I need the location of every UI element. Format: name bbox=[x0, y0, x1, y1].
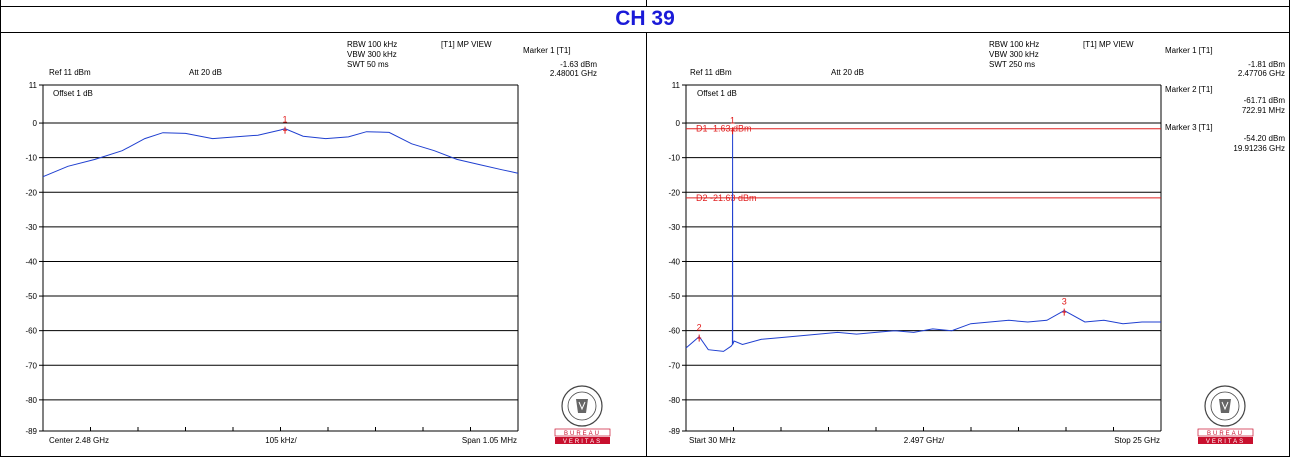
rbw-setting: RBW 100 kHz bbox=[347, 40, 397, 49]
attenuation: Att 20 dB bbox=[189, 68, 222, 77]
x-axis-start: Center 2.48 GHz bbox=[49, 436, 109, 445]
logo-line2: VERITAS bbox=[563, 439, 602, 445]
marker-2-label: 2 bbox=[697, 323, 702, 333]
x-axis-div: 2.497 GHz/ bbox=[904, 436, 945, 445]
x-axis-div: 105 kHz/ bbox=[265, 436, 297, 445]
bureau-veritas-logo: BUREAU VERITAS bbox=[1197, 385, 1254, 445]
marker3-info-title: Marker 3 [T1] bbox=[1165, 123, 1213, 132]
y-tick-label: -89 bbox=[668, 427, 680, 436]
display-lines: D1 -1.63 dBm D2 -21.63 dBm bbox=[686, 124, 1161, 203]
marker1-info-title: Marker 1 [T1] bbox=[1165, 46, 1213, 55]
ref-level: Ref 11 dBm bbox=[690, 68, 732, 77]
ref-level: Ref 11 dBm bbox=[49, 68, 91, 77]
vbw-setting: VBW 300 kHz bbox=[347, 50, 397, 59]
y-tick-label: -40 bbox=[25, 257, 37, 266]
vbw-setting: VBW 300 kHz bbox=[989, 50, 1039, 59]
x-axis-end: Span 1.05 MHz bbox=[462, 436, 517, 445]
logo-line1: BUREAU bbox=[564, 431, 601, 437]
y-grid bbox=[39, 84, 518, 432]
rbw-setting: RBW 100 kHz bbox=[989, 40, 1039, 49]
offset-label: Offset 1 dB bbox=[697, 89, 737, 98]
x-axis-end: Stop 25 GHz bbox=[1114, 436, 1160, 445]
y-grid bbox=[682, 84, 1161, 432]
y-tick-label: -50 bbox=[25, 292, 37, 301]
marker-1-label: 1 bbox=[730, 115, 735, 125]
marker2-info-level: -61.71 dBm bbox=[1244, 96, 1286, 105]
plot-area: 11 0 -10 -20 -30 -40 -50 -60 -70 -80 -89 D1 -1.63 … bbox=[668, 81, 1162, 436]
y-tick-label: -60 bbox=[25, 327, 37, 336]
logo-line2: VERITAS bbox=[1206, 439, 1245, 445]
panel-divider bbox=[646, 33, 647, 456]
marker-3-label: 3 bbox=[1062, 297, 1067, 307]
y-tick-label: -80 bbox=[25, 396, 37, 405]
mode-label: [T1] MP VIEW bbox=[441, 40, 492, 49]
y-tick-label: 11 bbox=[29, 81, 38, 90]
plot-area: 11 0 -10 -20 -30 -40 -50 -60 -70 -80 -89 1 Offset … bbox=[25, 81, 519, 436]
trace-line bbox=[42, 128, 519, 178]
swt-setting: SWT 250 ms bbox=[989, 60, 1035, 69]
offset-label: Offset 1 dB bbox=[53, 89, 93, 98]
marker2-info-freq: 722.91 MHz bbox=[1242, 106, 1285, 115]
display-line-label: D2 -21.63 dBm bbox=[696, 193, 757, 203]
right-panel: RBW 100 kHz VBW 300 kHz SWT 250 ms [T1] … bbox=[668, 40, 1286, 445]
mode-label: [T1] MP VIEW bbox=[1083, 40, 1134, 49]
bureau-veritas-logo: BUREAU VERITAS bbox=[554, 385, 611, 445]
marker1-info-freq: 2.47706 GHz bbox=[1238, 69, 1285, 78]
y-tick-labels: 11 0 -10 -20 -30 -40 -50 -60 -70 -80 -89 bbox=[668, 81, 680, 436]
y-tick-label: -20 bbox=[25, 188, 37, 197]
marker-info-freq: 2.48001 GHz bbox=[550, 69, 597, 78]
x-axis-start: Start 30 MHz bbox=[689, 436, 736, 445]
y-tick-label: -20 bbox=[668, 188, 680, 197]
marker-1-label: 1 bbox=[283, 115, 288, 125]
y-tick-label: -70 bbox=[25, 361, 37, 370]
y-tick-label: 0 bbox=[676, 119, 681, 128]
marker-info-title: Marker 1 [T1] bbox=[523, 46, 571, 55]
swt-setting: SWT 50 ms bbox=[347, 60, 389, 69]
y-tick-label: -80 bbox=[668, 396, 680, 405]
y-tick-label: -10 bbox=[668, 154, 680, 163]
x-ticks bbox=[42, 427, 519, 431]
attenuation: Att 20 dB bbox=[831, 68, 864, 77]
y-tick-labels: 11 0 -10 -20 -30 -40 -50 -60 -70 -80 -89 bbox=[25, 81, 37, 436]
display-line-label: D1 -1.63 dBm bbox=[696, 124, 752, 134]
marker3-info-freq: 19.91236 GHz bbox=[1233, 144, 1285, 153]
y-tick-label: -70 bbox=[668, 361, 680, 370]
y-tick-label: -30 bbox=[25, 223, 37, 232]
y-tick-label: -60 bbox=[668, 327, 680, 336]
title-bar: CH 39 bbox=[0, 6, 1290, 33]
x-ticks bbox=[685, 427, 1162, 431]
page-title: CH 39 bbox=[615, 7, 675, 30]
left-panel: RBW 100 kHz VBW 300 kHz SWT 50 ms [T1] M… bbox=[25, 40, 611, 445]
marker2-info-title: Marker 2 [T1] bbox=[1165, 85, 1213, 94]
y-tick-label: -10 bbox=[25, 154, 37, 163]
marker3-info-level: -54.20 dBm bbox=[1244, 134, 1286, 143]
y-tick-label: 0 bbox=[33, 119, 38, 128]
y-tick-label: -89 bbox=[25, 427, 37, 436]
y-tick-label: -40 bbox=[668, 257, 680, 266]
panels-frame: RBW 100 kHz VBW 300 kHz SWT 50 ms [T1] M… bbox=[0, 33, 1290, 457]
y-tick-label: -50 bbox=[668, 292, 680, 301]
logo-line1: BUREAU bbox=[1207, 431, 1244, 437]
trace-line bbox=[685, 129, 1161, 352]
y-tick-label: 11 bbox=[672, 81, 681, 90]
marker-group: 1 bbox=[283, 115, 288, 134]
marker-group: 1 2 3 bbox=[697, 115, 1067, 342]
y-tick-label: -30 bbox=[668, 223, 680, 232]
marker1-info-level: -1.81 dBm bbox=[1248, 60, 1285, 69]
marker-info-level: -1.63 dBm bbox=[560, 60, 597, 69]
